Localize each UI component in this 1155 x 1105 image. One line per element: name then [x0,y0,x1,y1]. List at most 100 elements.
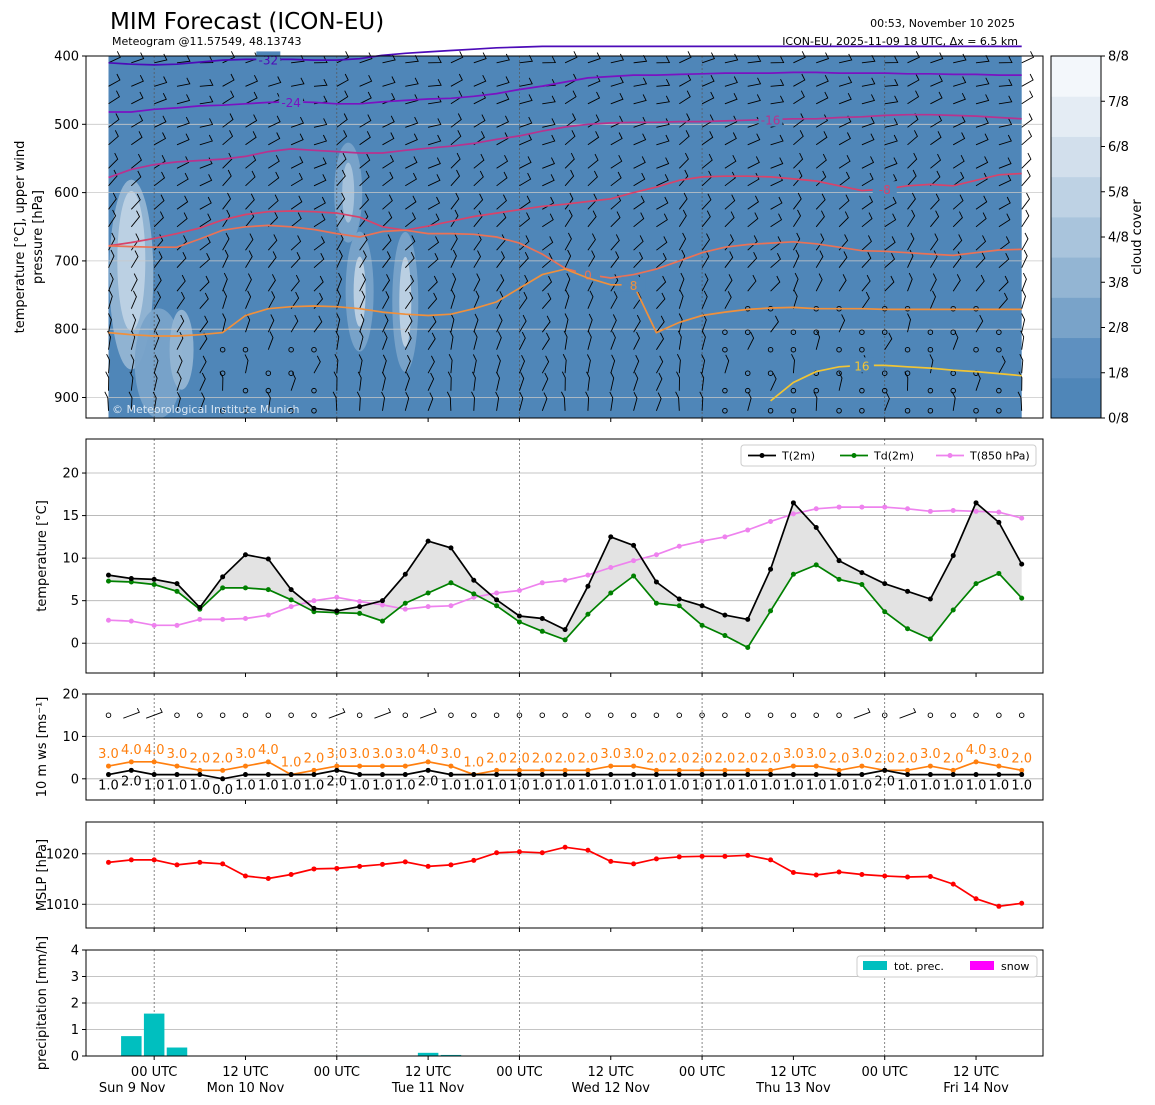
data-label: 1.0 [966,779,987,794]
data-label: 2.0 [760,751,781,766]
wind-barb [564,169,575,187]
wind-barb [998,275,1009,292]
data-point [585,611,591,617]
data-label: 2.0 [121,774,142,789]
wind-barb [770,372,777,391]
wind-barb [222,192,232,210]
data-point [425,863,431,869]
wind-barb [519,54,533,64]
wind-barb [108,169,118,187]
wind-barb [884,118,899,128]
wind-barb [792,249,800,268]
wind-barb [838,171,850,187]
wind-barb [473,153,485,169]
wind-barb [496,92,510,105]
wind-barb [564,130,576,146]
wind-barb [930,233,939,251]
colorbar-swatch [1051,56,1101,97]
wind-barb [153,331,160,350]
data-point [402,772,408,778]
wind-barb [450,313,455,333]
wind-barb [496,115,510,128]
wind-barb [884,196,897,210]
data-point [494,603,500,609]
wind-barb [815,114,828,128]
wind-barb [542,56,557,64]
wind-barb [564,313,569,333]
wind-barb [838,132,851,146]
wind-barb [633,314,641,333]
wind-barb [633,235,644,251]
wind-barb [701,273,709,292]
data-label: 3.0 [349,747,370,762]
wind-barb [359,153,371,169]
wind-barb [1021,90,1034,105]
data-point [768,772,774,778]
data-point [106,572,111,578]
wind-barb [586,371,590,391]
wind-barb [770,275,781,292]
wind-barb [998,292,1008,309]
data-point [174,588,180,594]
wind-barb [245,273,252,292]
wind-barb [313,174,327,187]
data-point [128,857,134,863]
calm-wind-marker [265,370,272,376]
wind-barb [404,372,410,391]
wind-barb [473,91,487,105]
data-point [242,873,248,879]
data-point [813,562,819,568]
data-point [585,847,591,853]
data-point [128,759,134,765]
wind-barb [404,251,415,269]
wind-barb [382,132,395,146]
wind-barb [678,152,689,169]
wind-barb [747,172,760,187]
wind-barb [542,174,555,187]
data-label: 1.0 [486,779,507,794]
wind-barb [701,233,711,251]
wind-barb [496,76,510,87]
wind-barb [793,90,805,105]
calm-wind-marker [973,408,979,414]
wind-barb [176,274,186,292]
wind-barb [268,154,280,169]
data-point [106,763,111,769]
wind-barb [519,291,528,309]
wind-barb [176,354,183,374]
data-point [197,859,203,865]
wind-barb [952,211,963,228]
wind-barb [382,331,388,350]
colorbar-tick-label: 0/8 [1108,412,1129,427]
wind-barb [861,116,875,128]
data-point [1019,595,1025,601]
data-point [334,767,340,773]
wind-barb [815,330,821,350]
wind-barb [770,315,779,333]
wind-barb [313,275,324,292]
data-label: 2.0 [669,751,690,766]
wind-barb [541,275,553,292]
colorbar-swatch [1051,136,1101,178]
wind-barb [998,236,1010,251]
upper-air-frame [85,55,1044,419]
wind-barb [359,313,365,333]
data-point [425,767,431,773]
wind-barb [564,249,572,268]
wind-barb [130,210,141,228]
wind-barb [104,391,109,411]
wind-barb [975,212,987,228]
wind-barb [427,118,442,128]
wind-barb [998,213,1011,228]
wind-barb [427,275,438,292]
wind-barb [222,130,234,146]
data-point [950,553,956,559]
calm-wind-marker [859,329,865,335]
calm-wind-marker [585,712,591,718]
wind-barb [427,355,435,374]
wind-barb [861,235,872,251]
wind-barb [701,210,711,228]
wind-barb [153,194,165,210]
data-point [813,763,819,769]
calm-wind-marker [288,370,294,376]
